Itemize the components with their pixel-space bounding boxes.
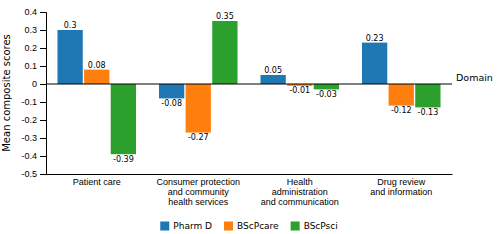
data-label: -0.08 (161, 99, 182, 108)
y-tick-label: -0.1 (21, 97, 37, 107)
legend-item: Pharm D (160, 221, 212, 231)
data-label: -0.03 (316, 90, 337, 99)
data-label: -0.01 (289, 86, 310, 95)
bar (159, 84, 184, 98)
y-tick: -0.2 (21, 115, 46, 125)
x-tick: Healthadministrationand communication (261, 174, 339, 207)
y-tick-label: -0.5 (21, 169, 37, 179)
x-axis-line (47, 174, 453, 175)
y-tick: 0.2 (24, 43, 46, 53)
x-tick: Patient care (73, 174, 121, 187)
bar (314, 84, 339, 89)
data-label: 0.3 (64, 21, 77, 30)
y-tick: 0.1 (24, 61, 46, 71)
y-tick-line (40, 66, 46, 67)
x-tick-label: Healthadministrationand communication (261, 177, 339, 207)
zero-line (46, 84, 452, 85)
legend-label: Pharm D (173, 221, 212, 231)
y-tick: -0.5 (21, 169, 46, 179)
legend-label: BScPsci (304, 221, 338, 231)
annotation: Domain (456, 72, 493, 83)
y-tick: 0 (32, 79, 46, 89)
y-tick-line (40, 84, 46, 85)
data-label: 0.05 (264, 66, 282, 75)
data-label: -0.13 (418, 108, 439, 117)
x-tick-label: Consumer protectionand communityhealth s… (156, 177, 240, 207)
bar (111, 84, 136, 154)
y-tick-line (40, 138, 46, 139)
y-tick-label: -0.3 (21, 133, 37, 143)
y-tick-label: 0.1 (24, 61, 37, 71)
bar (186, 84, 211, 133)
bar (84, 70, 109, 84)
y-tick-line (40, 102, 46, 103)
bars (57, 21, 440, 154)
y-tick-label: 0 (32, 79, 37, 89)
y-tick-label: -0.2 (21, 115, 37, 125)
legend: Pharm D BScPcare BScPsci (160, 221, 337, 231)
legend-label: BScPcare (237, 221, 279, 231)
y-tick-label: 0.4 (24, 7, 37, 17)
y-tick-line (40, 12, 46, 13)
y-tick-line (40, 174, 46, 175)
x-tick: Drug reviewand information (370, 174, 432, 197)
y-tick-line (40, 120, 46, 121)
legend-item: BScPsci (291, 221, 338, 231)
bar (389, 84, 414, 106)
data-label: 0.35 (216, 12, 234, 21)
y-tick-label: 0.3 (24, 25, 37, 35)
y-tick-line (40, 48, 46, 49)
bar (260, 75, 285, 84)
data-label: 0.08 (88, 61, 106, 70)
bar (362, 43, 387, 84)
y-axis-title: Mean composite scores (1, 34, 12, 152)
bar (415, 84, 440, 107)
y-tick: 0.3 (24, 25, 46, 35)
x-tick: Consumer protectionand communityhealth s… (156, 174, 240, 207)
y-axis-line (40, 13, 47, 175)
data-labels: 0.3 -0.08 0.05 0.23 0.08 -0.27 -0.01 -0.12 -0.39… (64, 12, 438, 164)
data-label: -0.27 (188, 133, 209, 142)
x-axis: Patient care Consumer protectionand commu… (47, 174, 453, 207)
y-axis: -0.5 -0.4 -0.3 -0.2 -0.1 0 0.1 0.2 0.3 0.4 (21, 7, 46, 179)
y-tick-label: -0.4 (21, 151, 37, 161)
y-tick: -0.3 (21, 133, 46, 143)
x-tick-label: Drug reviewand information (370, 177, 432, 197)
bar (212, 21, 237, 84)
y-tick: -0.4 (21, 151, 46, 161)
bar (57, 30, 82, 84)
plot: -0.5 -0.4 -0.3 -0.2 -0.1 0 0.1 0.2 0.3 0.4 Mean co… (1, 7, 493, 207)
chart: -0.5 -0.4 -0.3 -0.2 -0.1 0 0.1 0.2 0.3 0.4 Mean co… (0, 0, 500, 234)
legend-swatch (160, 222, 169, 231)
y-tick-label: 0.2 (24, 43, 37, 53)
data-label: -0.39 (113, 155, 134, 164)
data-label: 0.23 (366, 34, 384, 43)
x-tick-label: Patient care (73, 177, 121, 187)
data-label: -0.12 (391, 106, 412, 115)
y-tick: -0.1 (21, 97, 46, 107)
legend-swatch (224, 222, 233, 231)
legend-item: BScPcare (224, 221, 279, 231)
legend-swatch (291, 222, 300, 231)
y-tick-line (40, 156, 46, 157)
y-tick: 0.4 (24, 7, 46, 17)
y-tick-line (40, 30, 46, 31)
